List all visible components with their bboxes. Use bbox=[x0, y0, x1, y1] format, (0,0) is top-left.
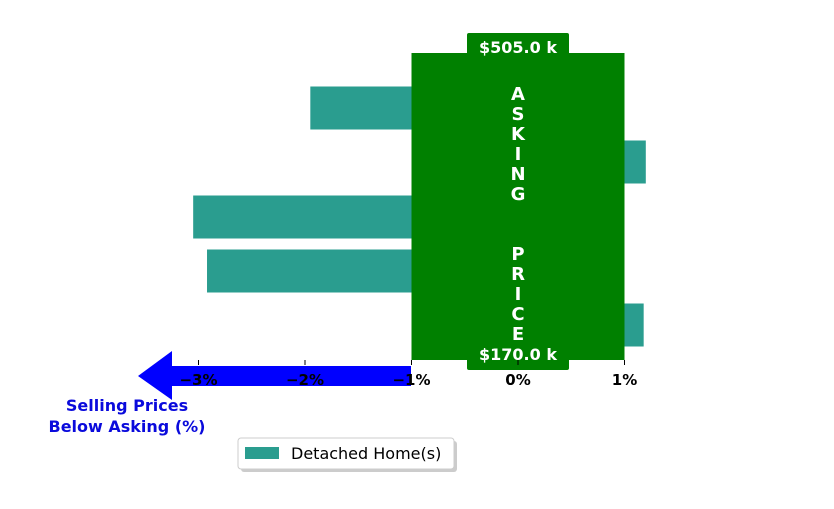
below-asking-arrow-group: Selling Prices Below Asking (%) bbox=[49, 351, 411, 436]
legend-swatch bbox=[245, 447, 279, 459]
asking-price-band bbox=[411, 53, 625, 360]
top-price-label-box bbox=[467, 33, 569, 57]
below-asking-label: Selling Prices Below Asking (%) bbox=[49, 396, 206, 436]
below-asking-arrow bbox=[138, 351, 411, 400]
x-tick-label: 0% bbox=[505, 371, 530, 389]
bottom-price-label: $170.0 k bbox=[479, 345, 557, 364]
legend-label: Detached Home(s) bbox=[291, 444, 441, 463]
top-price-label: $505.0 k bbox=[479, 38, 557, 57]
legend: Detached Home(s) bbox=[237, 437, 457, 472]
x-tick-label: −1% bbox=[392, 371, 430, 389]
x-tick-label: −2% bbox=[286, 371, 324, 389]
legend-box bbox=[237, 437, 455, 470]
x-axis: −3% −2% −1% 0% 1% bbox=[179, 360, 637, 389]
x-tick-label: 1% bbox=[612, 371, 637, 389]
bottom-price-label-box bbox=[467, 343, 569, 370]
x-tick-label: −3% bbox=[179, 371, 217, 389]
